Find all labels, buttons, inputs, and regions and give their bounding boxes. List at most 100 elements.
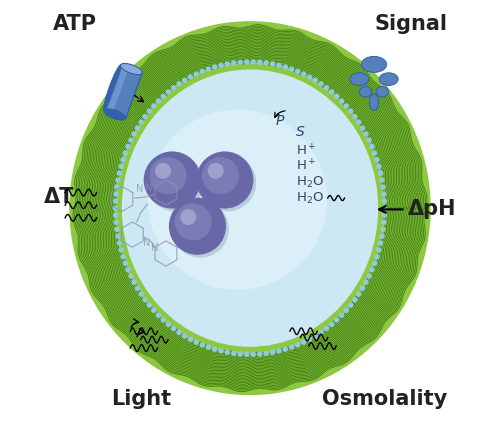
Circle shape	[182, 77, 188, 83]
FancyBboxPatch shape	[104, 65, 142, 118]
Circle shape	[202, 157, 239, 194]
Circle shape	[366, 273, 372, 279]
Circle shape	[376, 247, 382, 253]
Circle shape	[126, 267, 131, 272]
Circle shape	[382, 212, 387, 218]
Circle shape	[142, 114, 148, 119]
Circle shape	[218, 63, 224, 68]
Circle shape	[156, 313, 161, 318]
Circle shape	[369, 144, 374, 149]
Circle shape	[174, 203, 212, 241]
Circle shape	[116, 240, 122, 246]
FancyBboxPatch shape	[106, 68, 128, 112]
Circle shape	[356, 291, 362, 297]
Circle shape	[188, 337, 193, 342]
Circle shape	[132, 131, 137, 137]
Ellipse shape	[104, 109, 126, 120]
Circle shape	[366, 137, 372, 143]
Ellipse shape	[379, 73, 398, 85]
Circle shape	[378, 240, 384, 246]
Circle shape	[155, 163, 171, 179]
Circle shape	[231, 351, 236, 356]
Circle shape	[146, 302, 152, 308]
Circle shape	[138, 119, 144, 125]
Circle shape	[363, 280, 368, 285]
Circle shape	[289, 66, 294, 72]
Text: S: S	[296, 125, 305, 139]
Circle shape	[301, 340, 306, 345]
Circle shape	[113, 198, 118, 204]
Circle shape	[151, 103, 156, 109]
Circle shape	[150, 157, 186, 194]
Circle shape	[200, 342, 205, 348]
Circle shape	[382, 206, 387, 211]
Text: N: N	[144, 183, 152, 192]
Circle shape	[206, 66, 211, 72]
Ellipse shape	[104, 65, 121, 110]
Circle shape	[176, 330, 182, 335]
Circle shape	[360, 286, 365, 291]
Text: ΔpH: ΔpH	[408, 199, 456, 220]
Circle shape	[206, 344, 211, 350]
Circle shape	[160, 93, 166, 99]
Circle shape	[146, 154, 204, 212]
Circle shape	[122, 261, 128, 266]
Circle shape	[380, 184, 386, 190]
Circle shape	[379, 177, 384, 183]
Circle shape	[276, 348, 281, 354]
Circle shape	[151, 308, 156, 313]
Circle shape	[200, 69, 205, 74]
Circle shape	[122, 150, 128, 156]
Circle shape	[126, 144, 131, 149]
Circle shape	[199, 154, 256, 212]
Circle shape	[307, 337, 312, 342]
Text: N: N	[143, 238, 150, 248]
Circle shape	[360, 125, 365, 131]
Circle shape	[372, 261, 378, 266]
Circle shape	[329, 89, 334, 95]
Circle shape	[113, 206, 118, 211]
Circle shape	[381, 191, 386, 197]
Circle shape	[128, 137, 134, 143]
Circle shape	[307, 74, 312, 80]
Circle shape	[132, 280, 137, 285]
Circle shape	[114, 220, 119, 225]
Circle shape	[244, 352, 250, 357]
Circle shape	[118, 164, 124, 169]
Circle shape	[212, 346, 218, 352]
Circle shape	[176, 81, 182, 87]
Circle shape	[282, 64, 288, 70]
Circle shape	[169, 198, 226, 255]
Circle shape	[374, 157, 380, 162]
Circle shape	[301, 71, 306, 77]
Ellipse shape	[370, 94, 378, 111]
Circle shape	[374, 254, 380, 259]
Circle shape	[166, 321, 171, 327]
Circle shape	[344, 103, 349, 109]
Circle shape	[334, 93, 340, 99]
Circle shape	[113, 212, 118, 218]
Circle shape	[257, 351, 262, 357]
Circle shape	[378, 170, 384, 176]
Circle shape	[334, 317, 340, 323]
Text: H$^+$: H$^+$	[296, 159, 317, 174]
Circle shape	[238, 351, 243, 357]
Circle shape	[264, 60, 269, 66]
Circle shape	[208, 163, 224, 179]
Circle shape	[376, 164, 382, 169]
Circle shape	[329, 321, 334, 327]
Circle shape	[244, 59, 250, 65]
Ellipse shape	[362, 56, 386, 72]
Text: Signal: Signal	[374, 14, 448, 34]
Ellipse shape	[350, 73, 368, 85]
Circle shape	[381, 220, 386, 225]
Circle shape	[238, 60, 243, 65]
Ellipse shape	[122, 69, 378, 347]
Circle shape	[363, 131, 368, 137]
Circle shape	[118, 247, 124, 253]
Circle shape	[380, 227, 386, 232]
Circle shape	[194, 340, 199, 345]
Text: H$^+$: H$^+$	[296, 143, 317, 158]
Circle shape	[188, 74, 193, 80]
Circle shape	[324, 85, 329, 91]
